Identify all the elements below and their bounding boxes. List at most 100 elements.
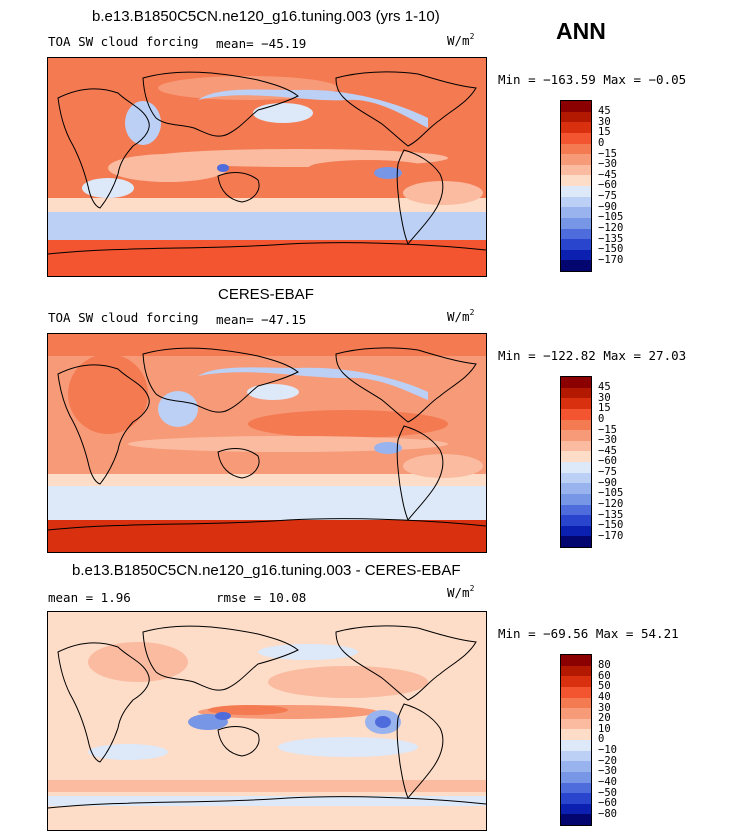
panel-2-colorbar-label: −105 <box>598 487 624 500</box>
panel-1-title: b.e13.B1850C5CN.ne120_g16.tuning.003 (yr… <box>92 8 440 25</box>
panel-1-mean: mean= −45.19 <box>216 36 307 51</box>
panel-1-colorbar-label: −90 <box>598 200 617 213</box>
panel-2-colorbar-label: −170 <box>598 529 624 542</box>
panel-1-colorbar-label: −60 <box>598 179 617 192</box>
panel-3-units: W/m2 <box>447 584 475 600</box>
panel-1-colorbar-segment <box>561 175 591 186</box>
panel-2-minmax: Min = −122.82 Max = 27.03 <box>498 348 687 363</box>
panel-1-colorbar-segment <box>561 111 591 123</box>
panel-3-colorbar-segment <box>561 729 591 740</box>
panel-3-colorbar-segment <box>561 761 591 772</box>
panel-1-colorbar-segment <box>561 122 591 133</box>
panel-2-colorbar-label: −75 <box>598 466 617 478</box>
panel-3-colorbar-label: −60 <box>598 797 617 810</box>
panel-1-colorbar-segment <box>561 143 591 155</box>
panel-3-colorbar-label: −30 <box>598 765 617 778</box>
panel-2-colorbar-label: 0 <box>598 412 605 425</box>
panel-1-colorbar-segment <box>561 239 591 250</box>
panel-1-colorbar-segment <box>561 249 591 261</box>
panel-3-rmse: rmse = 10.08 <box>216 590 307 605</box>
panel-3-mean: mean = 1.96 <box>48 590 131 605</box>
panel-3-colorbar-segment <box>561 686 591 698</box>
panel-1-colorbar-segment <box>561 260 591 271</box>
panel-3-minmax: Min = −69.56 Max = 54.21 <box>498 626 679 641</box>
panel-3-colorbar-segment <box>561 814 591 825</box>
panel-3-colorbar-segment <box>561 803 591 815</box>
panel-1-colorbar-segment <box>561 186 591 197</box>
panel-2-colorbar-label: 15 <box>598 402 611 415</box>
panel-1-colorbar-label: −170 <box>598 253 624 266</box>
panel-2-colorbar-segment <box>561 462 591 473</box>
panel-2-colorbar-label: −135 <box>598 508 624 521</box>
panel-3-colorbar-label: 0 <box>598 733 605 746</box>
panel-2-colorbar-label: −120 <box>598 497 624 510</box>
panel-1-colorbar-segment <box>561 228 591 240</box>
panel-2-colorbar-label: 30 <box>598 391 611 404</box>
panel-1-colorbar-segment <box>561 101 591 112</box>
panel-2-colorbar-segment <box>561 430 591 441</box>
panel-2-colorbar-label: −30 <box>598 434 617 447</box>
panel-1-colorbar-segment <box>561 196 591 208</box>
panel-2-colorbar-segment <box>561 515 591 526</box>
panel-2-colorbar-boxes <box>560 376 592 548</box>
panel-1-colorbar-label: −120 <box>598 221 624 234</box>
panel-3-colorbar-label: 50 <box>598 680 611 693</box>
panel-3-colorbar-label: −20 <box>598 754 617 767</box>
panel-1-map <box>47 57 487 277</box>
panel-2-variable-label: TOA SW cloud forcing <box>48 310 199 325</box>
panel-3-colorbar-segment <box>561 793 591 804</box>
panel-3-colorbar-segment <box>561 750 591 762</box>
panel-2-units: W/m2 <box>447 308 475 324</box>
panel-3-colorbar-segment <box>561 718 591 730</box>
panel-3-colorbar-label: 30 <box>598 701 611 714</box>
panel-1-colorbar-boxes <box>560 100 592 272</box>
panel-1-colorbar-label: 0 <box>598 136 605 149</box>
panel-1-map-field <box>48 58 486 276</box>
panel-2-colorbar-segment <box>561 536 591 547</box>
panel-3-colorbar-label: −40 <box>598 775 617 788</box>
panel-1-variable-label: TOA SW cloud forcing <box>48 34 199 49</box>
panel-3-colorbar-segment <box>561 708 591 719</box>
panel-1-units: W/m2 <box>447 32 475 48</box>
panel-2-colorbar-label: −45 <box>598 444 617 457</box>
panel-2-map-field <box>48 334 486 552</box>
panel-1-colorbar-label: −105 <box>598 211 624 224</box>
panel-3-colorbar-segment <box>561 655 591 666</box>
panel-3-colorbar-segment <box>561 665 591 677</box>
panel-2-colorbar-segment <box>561 440 591 452</box>
panel-3-colorbar-label: 20 <box>598 712 611 725</box>
panel-1-colorbar-label: 45 <box>598 105 611 117</box>
panel-2-colorbar-segment <box>561 525 591 537</box>
panel-3-map-field <box>48 612 486 830</box>
panel-2-colorbar-segment <box>561 472 591 484</box>
panel-3-title: b.e13.B1850C5CN.ne120_g16.tuning.003 - C… <box>72 562 461 579</box>
panel-3-colorbar-label: 10 <box>598 722 611 735</box>
panel-3-colorbar-label: 80 <box>598 659 611 671</box>
panel-2-mean: mean= −47.15 <box>216 312 307 327</box>
panel-2-colorbar-segment <box>561 504 591 516</box>
panel-3-colorbar-segment <box>561 740 591 751</box>
panel-3-colorbar-segment <box>561 771 591 783</box>
panel-3-colorbar-label: −80 <box>598 807 617 820</box>
panel-3-colorbar-segment <box>561 782 591 794</box>
panel-2-colorbar-label: −15 <box>598 423 617 436</box>
panel-2-colorbar-segment <box>561 408 591 420</box>
panel-3-colorbar-label: 40 <box>598 690 611 703</box>
panel-2-colorbar-segment <box>561 419 591 431</box>
panel-1-colorbar-segment <box>561 132 591 144</box>
panel-2-colorbar-segment <box>561 451 591 462</box>
panel-1-colorbar-segment <box>561 154 591 165</box>
panel-1-colorbar-segment <box>561 217 591 229</box>
season-label: ANN <box>556 18 606 44</box>
panel-2-colorbar-segment <box>561 377 591 388</box>
panel-2-colorbar-segment <box>561 483 591 494</box>
panel-2-colorbar-segment <box>561 387 591 399</box>
panel-1-colorbar-label: 30 <box>598 115 611 128</box>
panel-3-colorbar-label: −50 <box>598 786 617 799</box>
panel-3-colorbar-segment <box>561 676 591 687</box>
panel-1-colorbar-label: −30 <box>598 158 617 171</box>
panel-3-colorbar-label: −10 <box>598 744 617 756</box>
panel-1-colorbar-label: 15 <box>598 126 611 139</box>
panel-2-colorbar-label: −60 <box>598 455 617 468</box>
panel-1-colorbar-segment <box>561 164 591 176</box>
